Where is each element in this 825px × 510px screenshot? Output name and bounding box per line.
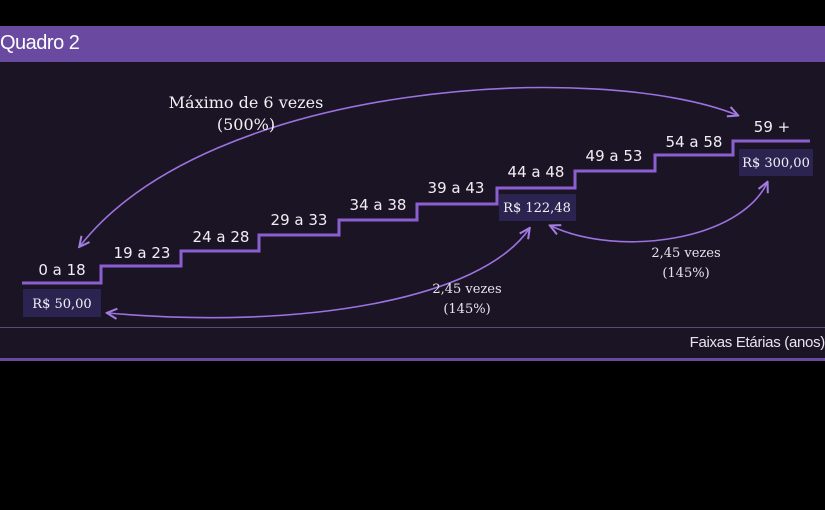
axis-caption: Faixas Etárias (anos) bbox=[689, 334, 825, 351]
top-margin bbox=[0, 0, 825, 26]
age-band-label: 0 a 18 bbox=[38, 261, 85, 279]
lower-ratio-label: 2,45 vezes bbox=[432, 282, 501, 297]
price-value: R$ 50,00 bbox=[32, 297, 91, 312]
max-ratio-percent: (500%) bbox=[217, 115, 275, 134]
upper-ratio-label: 2,45 vezes bbox=[651, 246, 720, 261]
page-title: Quadro 2 bbox=[0, 32, 80, 54]
age-band-label: 49 a 53 bbox=[586, 147, 643, 165]
age-band-label: 19 a 23 bbox=[114, 244, 171, 262]
max-ratio-label: Máximo de 6 vezes bbox=[169, 93, 324, 112]
bottom-rule bbox=[0, 358, 825, 361]
header-bar: Quadro 2 bbox=[0, 26, 825, 62]
price-box-first: R$ 50,00 bbox=[23, 289, 101, 317]
upper-ratio-percent: (145%) bbox=[662, 266, 709, 281]
age-band-label: 39 a 43 bbox=[428, 179, 485, 197]
age-band-label: 29 a 33 bbox=[271, 211, 328, 229]
price-box-middle: R$ 122,48 bbox=[499, 194, 576, 221]
age-band-label: 34 a 38 bbox=[350, 196, 407, 214]
age-band-label: 54 a 58 bbox=[666, 133, 723, 151]
age-band-label: 59 + bbox=[754, 118, 790, 136]
upper-ratio-arrow bbox=[551, 183, 767, 243]
max-ratio-arrow bbox=[80, 86, 737, 246]
lower-ratio-percent: (145%) bbox=[443, 302, 490, 317]
age-band-label: 44 a 48 bbox=[508, 163, 565, 181]
divider bbox=[0, 327, 825, 328]
lower-ratio-arrow bbox=[108, 229, 529, 318]
age-band-label: 24 a 28 bbox=[193, 228, 250, 246]
bottom-margin bbox=[0, 361, 825, 510]
price-value: R$ 300,00 bbox=[742, 156, 810, 171]
price-box-last: R$ 300,00 bbox=[739, 149, 813, 176]
price-value: R$ 122,48 bbox=[503, 201, 571, 216]
